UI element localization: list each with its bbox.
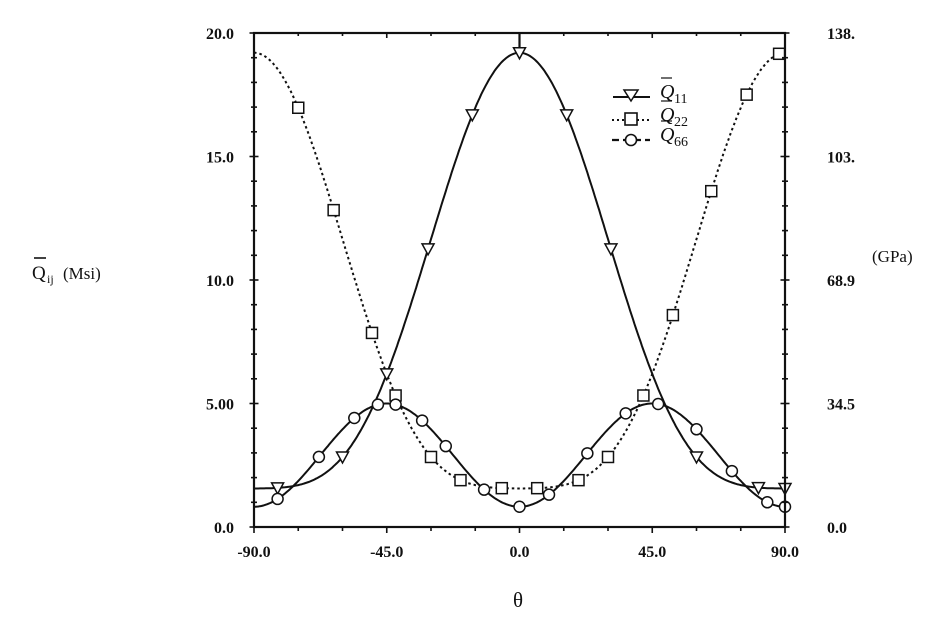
square-marker xyxy=(530,481,544,495)
svg-text:22: 22 xyxy=(674,115,688,130)
circle-marker xyxy=(415,414,429,427)
circle-marker xyxy=(725,464,739,478)
circle-marker xyxy=(651,397,665,411)
triangle-marker xyxy=(512,47,527,61)
x-axis-title: θ xyxy=(513,588,523,612)
circle-marker xyxy=(371,398,385,411)
y-tick-label-left: 15.0 xyxy=(206,150,234,167)
circle-marker xyxy=(513,500,526,513)
square-marker xyxy=(705,184,718,198)
triangle-marker xyxy=(270,482,285,496)
y-tick-label-right: 34.5 xyxy=(827,397,855,414)
triangle-marker xyxy=(335,451,350,465)
svg-text:11: 11 xyxy=(674,92,687,107)
square-marker xyxy=(327,203,340,217)
legend-item-q66: Q 66 xyxy=(612,120,688,150)
legend: Q 11 Q 22 Q 66 xyxy=(612,77,688,150)
x-tick-label: -90.0 xyxy=(237,544,270,561)
triangle-marker xyxy=(751,481,766,496)
svg-text:Q: Q xyxy=(32,263,46,284)
circle-marker xyxy=(477,483,491,496)
x-tick-label: 0.0 xyxy=(510,544,530,561)
triangle-marker xyxy=(465,109,480,123)
triangle-marker xyxy=(603,243,619,257)
square-marker xyxy=(424,450,438,464)
triangle-marker xyxy=(689,451,704,465)
plot-curves xyxy=(254,33,785,508)
square-marker xyxy=(292,101,305,115)
y-axis-title-right: (GPa) xyxy=(872,247,913,266)
y-axis-title-left: Q ij (Msi) xyxy=(32,257,101,286)
square-marker xyxy=(601,450,615,464)
triangle-down-marker-icon xyxy=(622,89,640,103)
svg-text:66: 66 xyxy=(674,135,688,150)
circle-marker xyxy=(348,411,361,425)
y-tick-label-right: 0.0 xyxy=(827,520,847,537)
y-tick-label-left: 20.0 xyxy=(206,26,234,43)
circle-marker xyxy=(690,423,703,436)
plot-markers xyxy=(270,47,793,513)
y-tick-label-right: 138. xyxy=(827,26,855,43)
square-marker xyxy=(454,473,467,487)
triangle-marker xyxy=(420,243,436,257)
circle-marker xyxy=(619,407,632,420)
series-line-q22 xyxy=(254,51,785,490)
y-tick-label-left: 0.0 xyxy=(214,520,234,537)
svg-text:Q: Q xyxy=(660,81,675,103)
series-line-q11 xyxy=(254,51,785,490)
square-marker xyxy=(572,473,585,487)
square-marker xyxy=(740,88,753,101)
x-tick-label: -45.0 xyxy=(370,544,403,561)
series-line-q66 xyxy=(254,402,785,508)
circle-marker xyxy=(542,488,556,501)
square-marker xyxy=(495,481,509,495)
square-marker xyxy=(365,326,379,340)
y-tick-label-right: 68.9 xyxy=(827,273,855,290)
circle-marker xyxy=(761,496,774,509)
square-marker xyxy=(666,308,680,322)
circle-marker xyxy=(439,439,452,453)
circle-marker xyxy=(389,398,402,411)
y-tick-label-right: 103. xyxy=(827,150,855,167)
svg-text:ij: ij xyxy=(47,272,54,286)
x-tick-label: 90.0 xyxy=(771,544,799,561)
square-marker xyxy=(637,389,650,402)
circle-marker xyxy=(271,492,284,506)
axis-ticks xyxy=(249,32,790,533)
square-marker-icon xyxy=(624,112,638,126)
x-tick-label: 45.0 xyxy=(638,544,666,561)
circle-marker-icon xyxy=(624,133,638,147)
svg-text:Q: Q xyxy=(660,104,675,126)
y-tick-label-left: 10.0 xyxy=(206,273,234,290)
svg-text:Q: Q xyxy=(660,124,675,146)
y-tick-label-left: 5.00 xyxy=(206,397,234,414)
plot-frame xyxy=(252,31,787,529)
triangle-marker xyxy=(379,368,395,382)
triangle-marker xyxy=(559,109,574,123)
circle-marker xyxy=(312,450,326,464)
legend-item-q11: Q 11 xyxy=(613,77,687,107)
circle-marker xyxy=(581,447,594,460)
tick-labels: 0.0 5.00 10.0 15.0 20.0 0.0 34.5 68.9 103. 138. -9… xyxy=(206,26,855,561)
svg-text:(Msi): (Msi) xyxy=(63,264,101,283)
